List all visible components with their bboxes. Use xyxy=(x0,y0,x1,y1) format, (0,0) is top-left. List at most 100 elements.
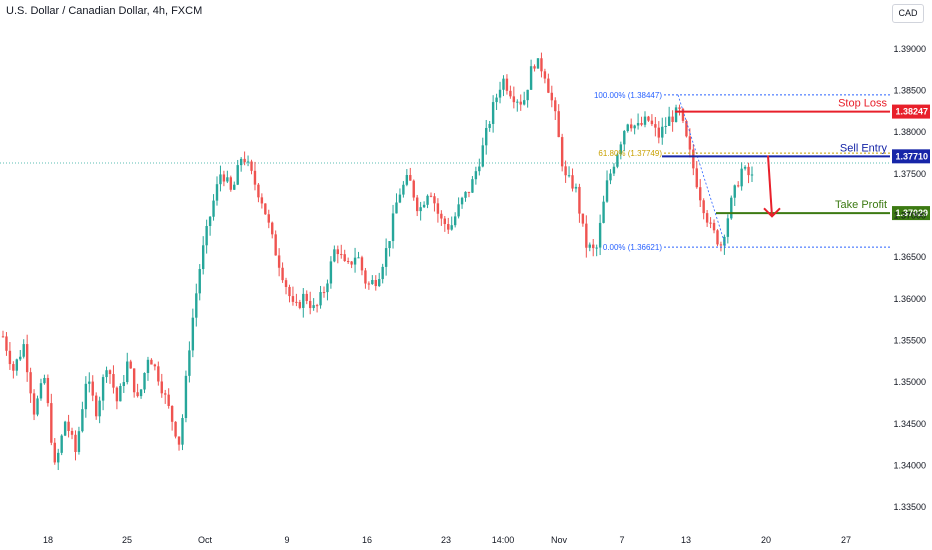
x-tick-label: 18 xyxy=(43,535,53,545)
candle xyxy=(122,374,126,393)
candle xyxy=(219,165,222,192)
candle xyxy=(436,198,440,223)
sell-arrow-head xyxy=(763,207,781,218)
candle xyxy=(150,358,153,365)
candle xyxy=(39,378,43,401)
candle xyxy=(101,374,105,411)
candle xyxy=(554,97,557,121)
candle xyxy=(298,299,302,310)
candle xyxy=(384,238,388,276)
x-tick-label: 13 xyxy=(681,535,691,545)
candles xyxy=(1,52,754,471)
y-tick-label: 1.38500 xyxy=(893,86,926,96)
candle xyxy=(509,85,512,99)
candle xyxy=(5,332,8,356)
candle xyxy=(522,91,526,106)
candle xyxy=(50,393,53,446)
x-axis: 18 25 Oct 9 16 23 14:00 Nov 7 13 20 27 xyxy=(43,535,851,545)
candle xyxy=(98,396,101,424)
candle xyxy=(43,374,46,385)
candle xyxy=(550,85,554,108)
candle xyxy=(357,251,360,259)
candle xyxy=(747,162,750,184)
candle xyxy=(167,388,170,409)
candle xyxy=(702,198,705,220)
candle xyxy=(564,160,567,183)
candle xyxy=(674,104,678,123)
candle xyxy=(598,214,602,256)
fib-level-label: 0.00% (1.36621) xyxy=(603,243,662,252)
candle xyxy=(398,188,402,204)
candle xyxy=(374,275,377,291)
candle xyxy=(46,374,50,407)
y-tick-label: 1.36500 xyxy=(893,252,926,262)
level-label: Take Profit xyxy=(835,199,887,211)
candle xyxy=(350,260,353,269)
candle xyxy=(177,436,181,451)
candle xyxy=(512,86,516,109)
candle xyxy=(340,244,343,259)
chart-title: U.S. Dollar / Canadian Dollar, 4h, FXCM xyxy=(6,5,203,17)
candle xyxy=(371,275,374,285)
candle xyxy=(733,184,736,206)
candle xyxy=(132,368,136,398)
x-tick-label: Oct xyxy=(198,535,213,545)
candle xyxy=(588,242,591,252)
candle xyxy=(184,370,188,423)
candle xyxy=(157,361,160,386)
level-price-tag xyxy=(892,206,930,221)
y-tick-label: 1.34500 xyxy=(893,419,926,429)
candle xyxy=(692,144,695,176)
candle xyxy=(602,195,605,224)
candle xyxy=(488,120,491,132)
x-tick-label: 20 xyxy=(761,535,771,545)
candle xyxy=(654,117,657,137)
candle xyxy=(616,152,619,169)
fib-trendline xyxy=(677,94,727,248)
candle xyxy=(8,342,12,370)
currency-button[interactable]: CAD xyxy=(892,4,924,23)
candle xyxy=(464,191,467,202)
candle xyxy=(536,58,540,69)
x-tick-label: 16 xyxy=(362,535,372,545)
candle xyxy=(471,175,474,193)
candle xyxy=(63,420,67,437)
candle xyxy=(267,209,270,229)
candle xyxy=(253,161,257,191)
level-price-tag xyxy=(892,104,930,119)
candle xyxy=(547,73,550,94)
candle xyxy=(174,421,177,439)
candle xyxy=(229,175,233,192)
candle xyxy=(585,215,588,258)
candle xyxy=(364,267,367,289)
candle xyxy=(264,203,267,215)
level-price-tag-text: 1.37710 xyxy=(895,151,928,161)
candle xyxy=(636,113,640,130)
candle xyxy=(271,221,274,239)
candle xyxy=(191,308,195,358)
candle xyxy=(560,133,564,172)
candle xyxy=(481,137,484,168)
candle xyxy=(74,430,77,461)
candle xyxy=(105,366,108,383)
candle xyxy=(502,75,505,97)
candle xyxy=(402,181,405,198)
candle xyxy=(222,170,226,187)
candle xyxy=(643,111,647,128)
fibonacci-retracement: 100.00% (1.38447) 61.80% (1.37749) 0.00% (… xyxy=(594,91,890,252)
candle xyxy=(70,427,74,440)
candle xyxy=(143,372,146,394)
candle xyxy=(291,286,295,306)
candle xyxy=(650,114,654,127)
candle xyxy=(388,241,391,257)
candle xyxy=(57,448,60,471)
candle xyxy=(409,167,412,181)
fib-level-label: 100.00% (1.38447) xyxy=(594,91,662,100)
candle xyxy=(647,115,650,122)
candle xyxy=(164,389,167,404)
candle xyxy=(450,216,453,231)
candle xyxy=(288,284,291,303)
candle xyxy=(119,383,122,402)
candle xyxy=(491,95,495,133)
